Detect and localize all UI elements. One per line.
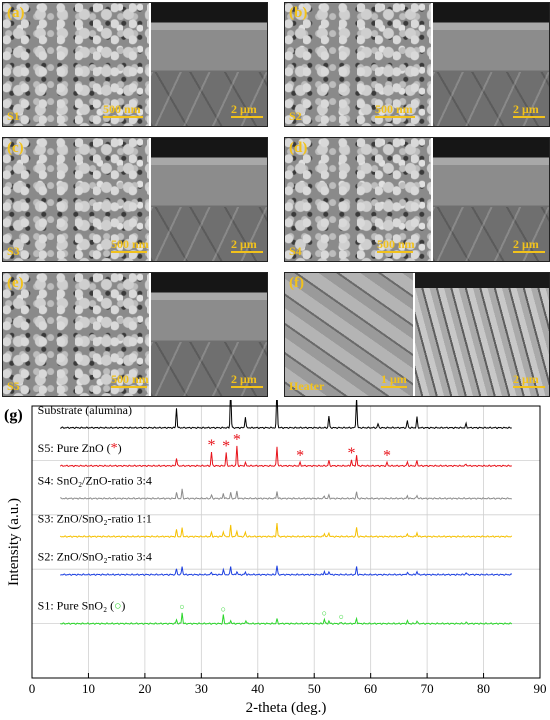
scale-bar <box>231 386 263 388</box>
sem-panel-e: (e) S5 500 nm 2 μm <box>2 272 268 397</box>
series-label: Substrate (alumina) <box>38 403 132 417</box>
scale-bar <box>111 251 147 253</box>
scale-bar <box>513 251 545 253</box>
scale-bar <box>375 116 415 118</box>
scale-bar-label: 500 nm <box>377 237 415 251</box>
scale-bar-label: 2 μm <box>513 102 539 116</box>
scale-bar-label: 500 nm <box>111 237 149 251</box>
scale-bar-label: 500 nm <box>103 102 141 116</box>
scale-bar <box>103 116 143 118</box>
sample-label: Heater <box>289 379 325 393</box>
scale-bar-label: 2 μm <box>231 102 257 116</box>
scale-bar <box>377 251 413 253</box>
x-tick-label: 90 <box>534 681 547 696</box>
x-tick-label: 0 <box>29 681 36 696</box>
sem-top-view <box>3 273 149 396</box>
sem-top-view <box>285 3 431 126</box>
series-line <box>60 565 513 577</box>
zno-peak-marker: * <box>233 431 241 448</box>
sample-label: S5 <box>7 379 20 393</box>
scale-bar <box>111 386 147 388</box>
x-tick-label: 50 <box>308 681 321 696</box>
x-tick-label: 30 <box>195 681 208 696</box>
series-label: S2: ZnO/SnO₂-ratio 3:4 <box>38 550 152 564</box>
x-tick-label: 80 <box>477 681 490 696</box>
zno-peak-marker: * <box>207 437 215 454</box>
x-tick-label: 70 <box>421 681 434 696</box>
scale-bar <box>513 116 545 118</box>
x-tick-label: 10 <box>82 681 95 696</box>
series-label: S5: Pure ZnO (*) <box>38 441 122 456</box>
sem-panel-a: (a) S1 500 nm 2 μm <box>2 2 268 127</box>
y-axis-title: Intensity (a.u.) <box>6 498 22 586</box>
sem-cross-section <box>151 273 267 396</box>
panel-label: (d) <box>289 140 308 156</box>
series-label: S1: Pure SnO₂ (○) <box>38 599 126 613</box>
sem-panel-d: (d) S4 500 nm 2 μm <box>284 137 550 262</box>
series-label: S3: ZnO/SnO₂-ratio 1:1 <box>38 512 152 526</box>
panel-label: (b) <box>289 5 308 21</box>
series-line <box>60 612 513 625</box>
sem-top-view <box>285 273 413 396</box>
sem-panel-b: (b) S2 500 nm 2 μm <box>284 2 550 127</box>
sno2-peak-marker: ○ <box>322 608 327 618</box>
sem-panel-c: (c) S3 500 nm 2 μm <box>2 137 268 262</box>
x-tick-label: 40 <box>251 681 264 696</box>
sem-top-view <box>285 138 431 261</box>
sample-label: S2 <box>289 109 302 123</box>
x-axis-title: 2-theta (deg.) <box>246 700 327 716</box>
x-tick-label: 60 <box>364 681 377 696</box>
chart-panel-label: (g) <box>4 407 23 424</box>
scale-bar-label: 2 μm <box>513 372 539 386</box>
zno-peak-marker: * <box>383 448 391 465</box>
zno-peak-marker: * <box>296 448 304 465</box>
sem-cross-section <box>415 273 549 396</box>
series-line <box>59 488 512 500</box>
sample-label: S3 <box>7 244 20 258</box>
panel-label: (e) <box>7 275 24 291</box>
series-line <box>60 400 512 430</box>
sem-top-view <box>3 138 149 261</box>
sem-top-view <box>3 3 149 126</box>
panel-label: (c) <box>7 140 24 156</box>
scale-bar-label: 500 nm <box>111 372 149 386</box>
scale-bar-label: 2 μm <box>513 237 539 251</box>
scale-bar <box>231 251 263 253</box>
peak-markers: * * ** * *○ ○ ○ ○ <box>179 431 391 621</box>
scale-bar <box>231 116 263 118</box>
zno-peak-marker: * <box>347 445 355 462</box>
scale-bar <box>381 386 407 388</box>
series-label: S4: SnO₂/ZnO-ratio 3:4 <box>38 473 152 487</box>
sem-micrographs: (a) S1 500 nm 2 μm (b) S2 500 nm 2 μm (c… <box>2 2 550 397</box>
series-group <box>59 400 513 625</box>
x-tick-label: 20 <box>138 681 151 696</box>
sno2-peak-marker: ○ <box>221 604 226 614</box>
plot-frame <box>31 405 541 679</box>
panel-label: (a) <box>7 5 25 21</box>
sem-panel-f: (f) Heater 1 μm 2 μm <box>284 272 550 397</box>
series-line <box>59 445 512 468</box>
x-axis-ticks: 0 10 20 30 40 50 60 70 80 90 <box>29 673 547 696</box>
scale-bar-label: 1 μm <box>381 372 407 386</box>
sno2-peak-marker: ○ <box>179 602 184 612</box>
zno-peak-marker: * <box>222 438 230 455</box>
xrd-chart: (g) * * ** * *○ ○ ○ ○ Substrate (alumina)S5: Pu… <box>4 400 547 716</box>
scale-bar-label: 2 μm <box>231 372 257 386</box>
scale-bar-label: 500 nm <box>375 102 413 116</box>
scale-bar <box>513 386 545 388</box>
sem-cross-section <box>433 138 549 261</box>
series-line <box>59 522 513 538</box>
sample-label: S1 <box>7 109 20 123</box>
scale-bar-label: 2 μm <box>231 237 257 251</box>
sample-label: S4 <box>289 244 302 258</box>
series-labels: Substrate (alumina) S5: Pure ZnO (*) S4: S… <box>38 403 152 613</box>
sno2-peak-marker: ○ <box>339 611 344 621</box>
panel-label: (f) <box>289 275 304 291</box>
